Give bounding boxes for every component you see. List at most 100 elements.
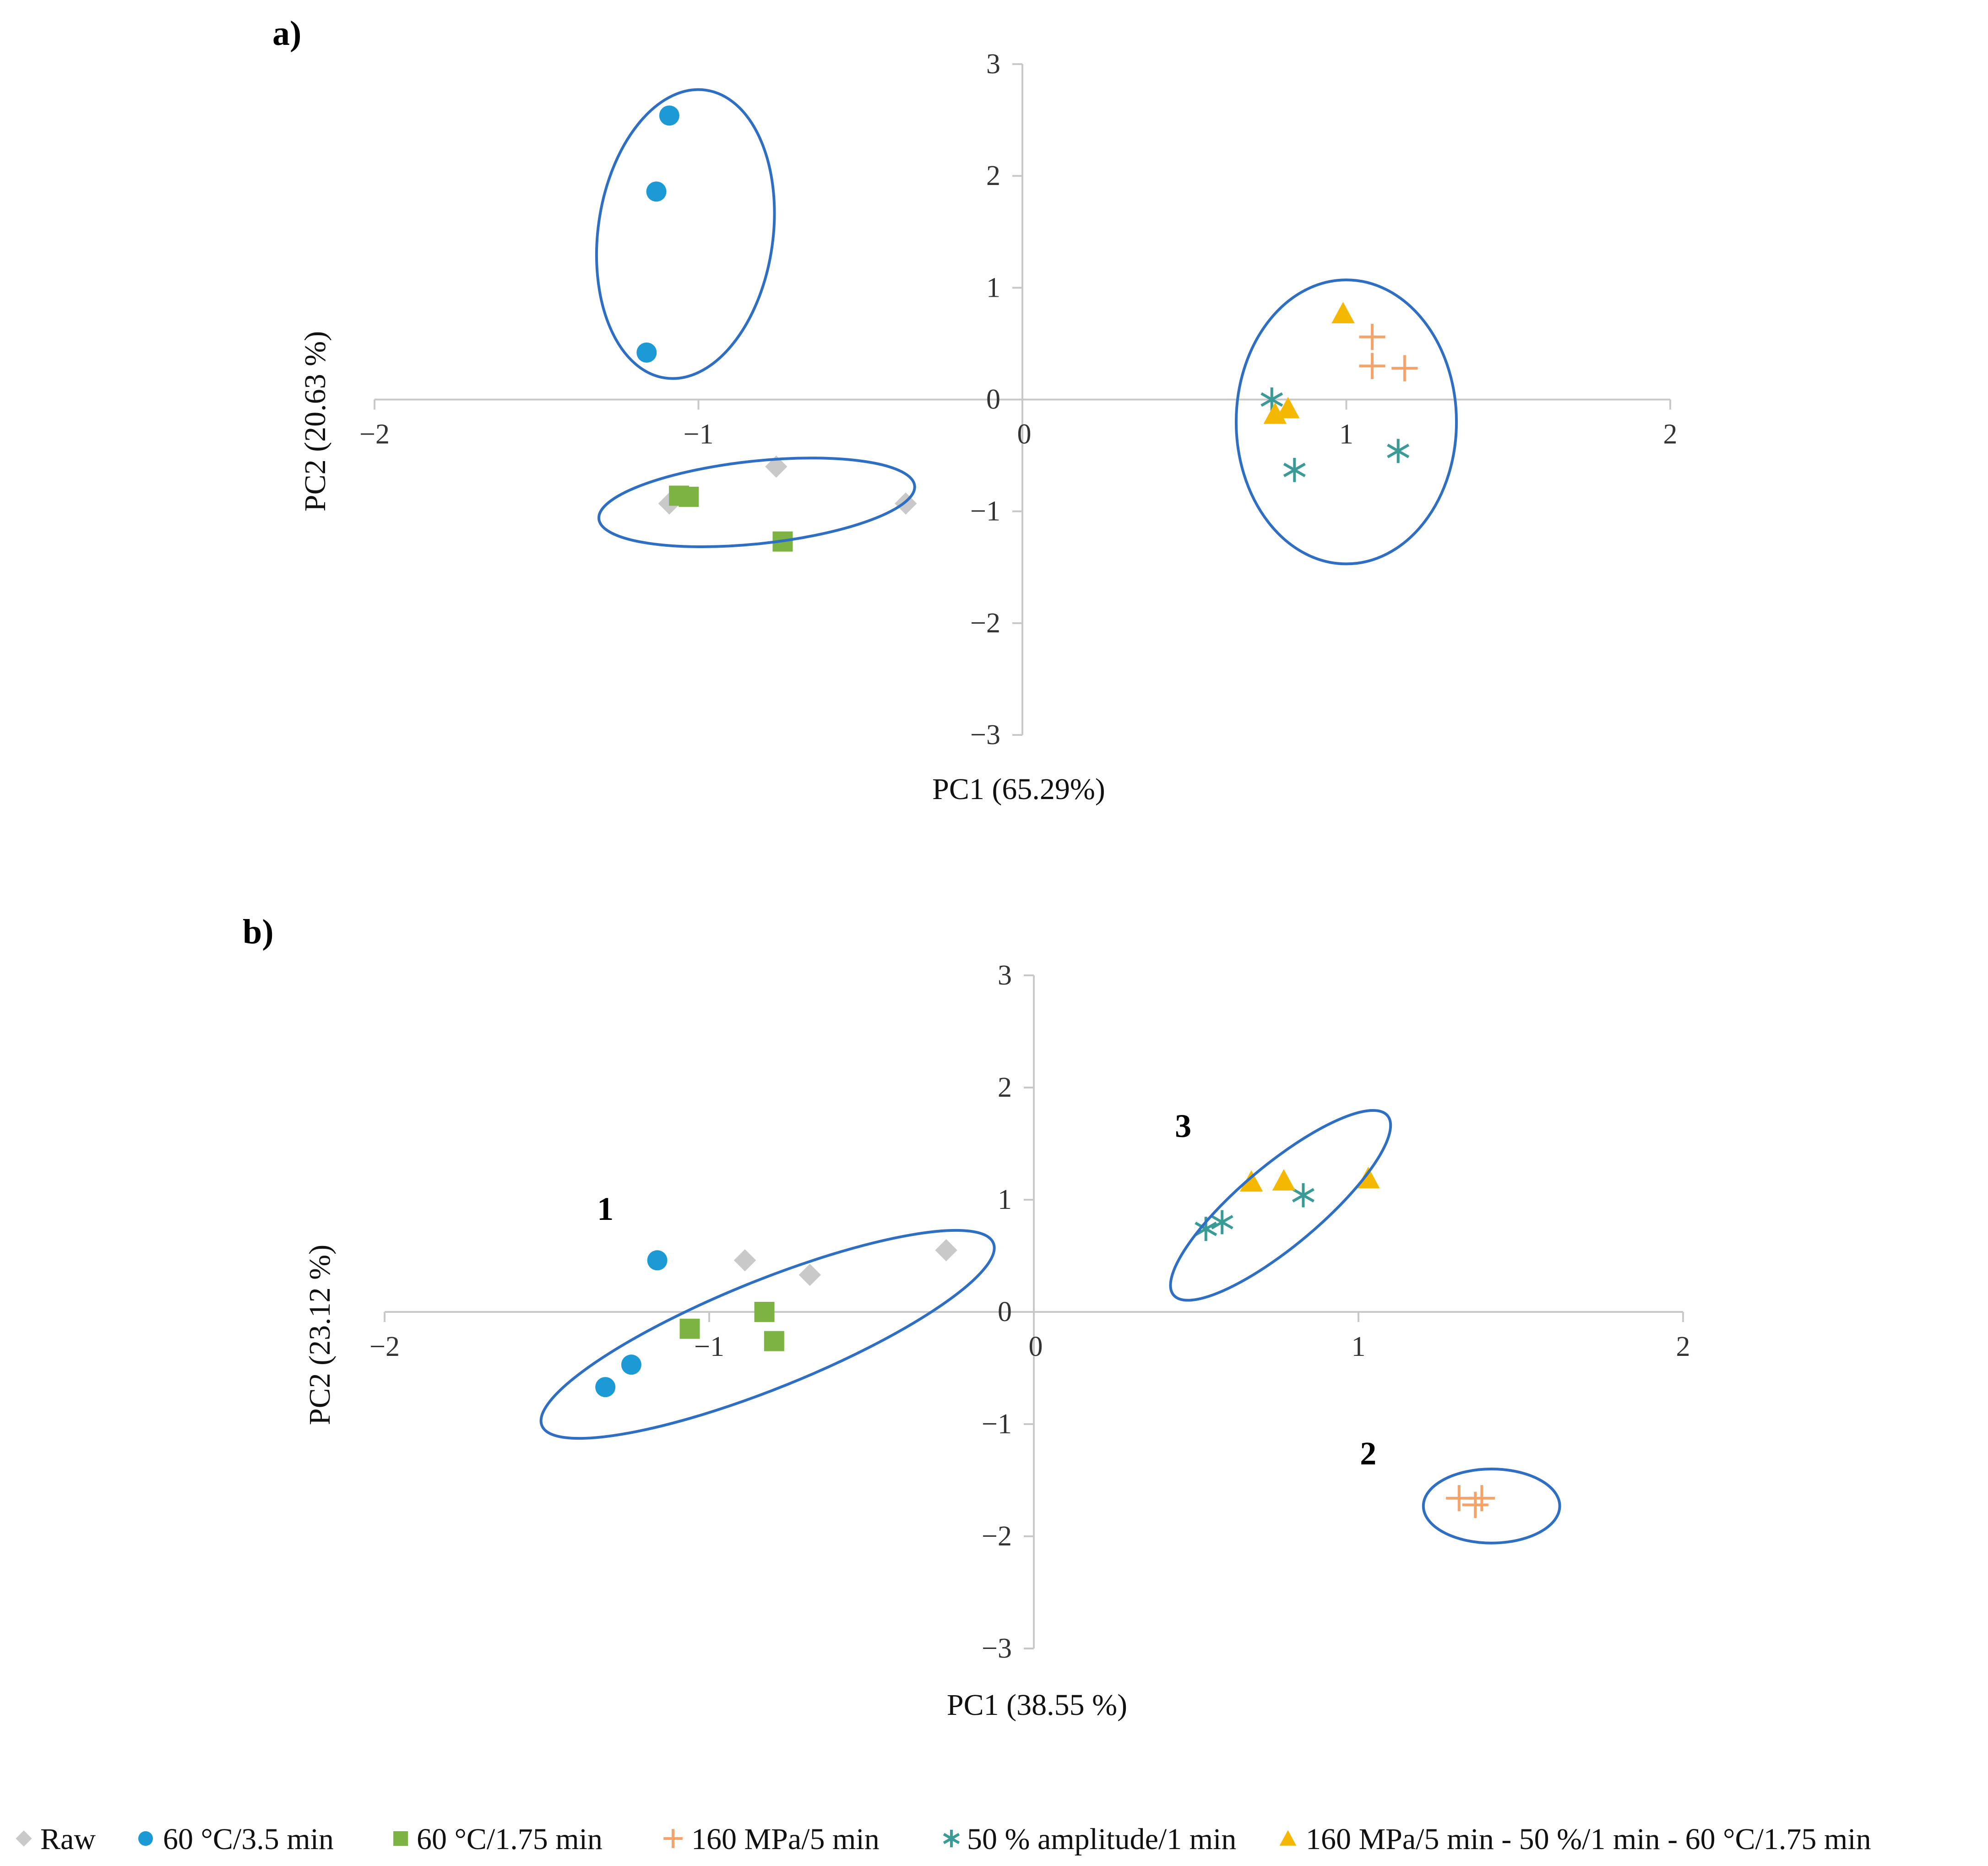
panel-b-y-tick-label: −1 <box>982 1409 1012 1440</box>
panel-b-x-tick-label: 2 <box>1676 1331 1690 1362</box>
panel-a-plot: −2 −1 0 1 2 3 2 1 0 −1 −2 −3 <box>359 49 1677 751</box>
panel-a: a) −2 −1 0 1 2 3 2 1 0 −1 −2 −3 PC1 (65.29%) PC2 (2… <box>272 14 1678 806</box>
panel-a-point-hpp <box>1359 353 1385 379</box>
panel-a-point-us <box>1387 439 1410 463</box>
panel-a-point-raw <box>765 455 788 478</box>
panel-a-point-t60_35 <box>659 105 679 126</box>
panel-b-point-t60_35 <box>621 1355 641 1375</box>
legend-item-raw: Raw <box>16 1822 96 1856</box>
panel-a-y-tick-label: 1 <box>986 272 1000 303</box>
panel-a-point-t60_35 <box>636 342 657 363</box>
panel-a-x-axis-title: PC1 (65.29%) <box>932 773 1105 806</box>
legend-item-160mpa-5min: 160 MPa/5 min <box>663 1822 880 1856</box>
panel-b-cluster-ellipse-1 <box>539 1229 996 1440</box>
panel-b-label: b) <box>243 913 274 951</box>
panel-b-point-hpp <box>1462 1491 1488 1518</box>
legend-marker-60c-3-5min <box>138 1831 153 1846</box>
panel-a-y-tick-label: −1 <box>970 496 1000 527</box>
panel-b-y-tick-label: 2 <box>998 1072 1012 1103</box>
legend-label-raw: Raw <box>40 1822 96 1856</box>
legend-marker-combined <box>1279 1830 1297 1846</box>
panel-b-point-t60_35 <box>595 1377 616 1398</box>
panel-a-point-hpp <box>1391 355 1418 381</box>
panel-b-point-combo <box>1239 1170 1263 1192</box>
legend-label-60c-1-75min: 60 °C/1.75 min <box>417 1822 603 1856</box>
legend-symbol-hpp <box>663 1829 683 1848</box>
panel-b-cluster-label-3: 3 <box>1175 1108 1191 1144</box>
panel-b-point-combo <box>1272 1169 1296 1191</box>
panel-b-y-tick-label: 0 <box>998 1296 1012 1327</box>
panel-b-point-raw <box>935 1239 957 1262</box>
legend-symbol-t60_35 <box>138 1831 153 1846</box>
legend-item-60c-1-75min: 60 °C/1.75 min <box>393 1822 603 1856</box>
panel-b-point-us <box>1292 1183 1314 1208</box>
legend-marker-60c-1-75min <box>393 1831 408 1846</box>
panel-b-cluster-ellipse-3 <box>1169 1109 1392 1302</box>
legend-label-ultrasound: 50 % amplitude/1 min <box>967 1822 1236 1856</box>
panel-b-point-t60_35 <box>647 1250 668 1271</box>
panel-a-y-axis-title: PC2 (20.63 %) <box>299 331 332 511</box>
legend-symbol-us <box>943 1829 960 1848</box>
panel-b-x-tick-label: 1 <box>1352 1331 1366 1362</box>
panel-b-x-tick-label: −2 <box>369 1331 400 1362</box>
legend-item-combined: 160 MPa/5 min - 50 %/1 min - 60 °C/1.75 … <box>1279 1822 1871 1856</box>
panel-b-point-raw <box>733 1249 756 1272</box>
panel-a-x-tick-label: 1 <box>1339 419 1353 450</box>
panel-b-x-tick-label: 0 <box>1029 1331 1043 1362</box>
legend-label-60c-3-5min: 60 °C/3.5 min <box>163 1822 334 1856</box>
legend-marker-raw <box>16 1830 32 1847</box>
panel-b-cluster-label-2: 2 <box>1360 1435 1376 1472</box>
panel-a-cluster-ellipse-3 <box>1234 278 1458 566</box>
legend-item-60c-3-5min: 60 °C/3.5 min <box>138 1822 334 1856</box>
panel-a-cluster-ellipse-1 <box>595 88 776 380</box>
panel-b-cluster-ellipse-2 <box>1422 1468 1561 1545</box>
panel-a-x-tick-label: −1 <box>684 419 714 450</box>
panel-a-x-tick-label: −2 <box>359 419 390 450</box>
panel-a-point-combo <box>1263 402 1287 424</box>
panel-b-point-t60_175 <box>764 1331 784 1351</box>
panel-b-point-raw <box>798 1263 821 1286</box>
panel-a-point-t60_35 <box>646 181 667 202</box>
panel-a-cluster-ellipse-2 <box>597 457 916 549</box>
panel-b-point-t60_175 <box>754 1302 775 1322</box>
legend-label-160mpa-5min: 160 MPa/5 min <box>691 1822 880 1856</box>
panel-b-y-tick-label: 1 <box>998 1184 1012 1215</box>
panel-a-point-t60_175 <box>679 486 699 507</box>
panel-a-y-tick-label: 3 <box>986 49 1000 80</box>
panel-a-y-tick-label: 2 <box>986 160 1000 191</box>
panel-a-y-tick-label: 0 <box>986 384 1000 415</box>
panel-b-x-axis-title: PC1 (38.55 %) <box>947 1688 1127 1722</box>
panel-a-point-hpp <box>1359 324 1385 350</box>
panel-a-x-tick-label: 0 <box>1017 419 1032 450</box>
panel-b-y-tick-label: 3 <box>998 960 1012 991</box>
panel-a-x-tick-label: 2 <box>1663 419 1678 450</box>
panel-a-label: a) <box>272 14 301 53</box>
legend-symbol-raw <box>16 1830 32 1847</box>
panel-b-point-us <box>1211 1210 1233 1235</box>
panel-b-point-hpp <box>1446 1485 1472 1512</box>
panel-b-point-t60_175 <box>679 1318 700 1339</box>
panel-b-y-tick-label: −3 <box>982 1633 1012 1664</box>
panel-a-point-us <box>1283 457 1306 482</box>
panel-b-point-hpp <box>1468 1485 1495 1512</box>
legend-marker-ultrasound <box>943 1829 960 1848</box>
legend-item-ultrasound: 50 % amplitude/1 min <box>943 1822 1236 1856</box>
panel-b-y-axis-title: PC2 (23.12 %) <box>303 1245 337 1425</box>
panel-b-point-combo <box>1356 1167 1380 1188</box>
legend-symbol-t60_175 <box>393 1831 408 1846</box>
panel-a-point-combo <box>1276 397 1300 419</box>
panel-a-point-us <box>1260 387 1283 412</box>
panel-b-cluster-label-1: 1 <box>597 1191 614 1227</box>
panel-a-y-tick-label: −2 <box>970 608 1000 639</box>
legend-label-combined: 160 MPa/5 min - 50 %/1 min - 60 °C/1.75 … <box>1306 1822 1871 1856</box>
legend-marker-160mpa-5min <box>663 1829 683 1848</box>
panel-b-y-tick-label: −2 <box>982 1521 1012 1552</box>
panel-a-y-tick-label: −3 <box>970 719 1000 751</box>
panel-a-point-combo <box>1331 302 1355 323</box>
legend-symbol-combo <box>1279 1830 1297 1846</box>
legend: Raw 60 °C/3.5 min 60 °C/1.75 min 160 MPa… <box>16 1822 1871 1856</box>
